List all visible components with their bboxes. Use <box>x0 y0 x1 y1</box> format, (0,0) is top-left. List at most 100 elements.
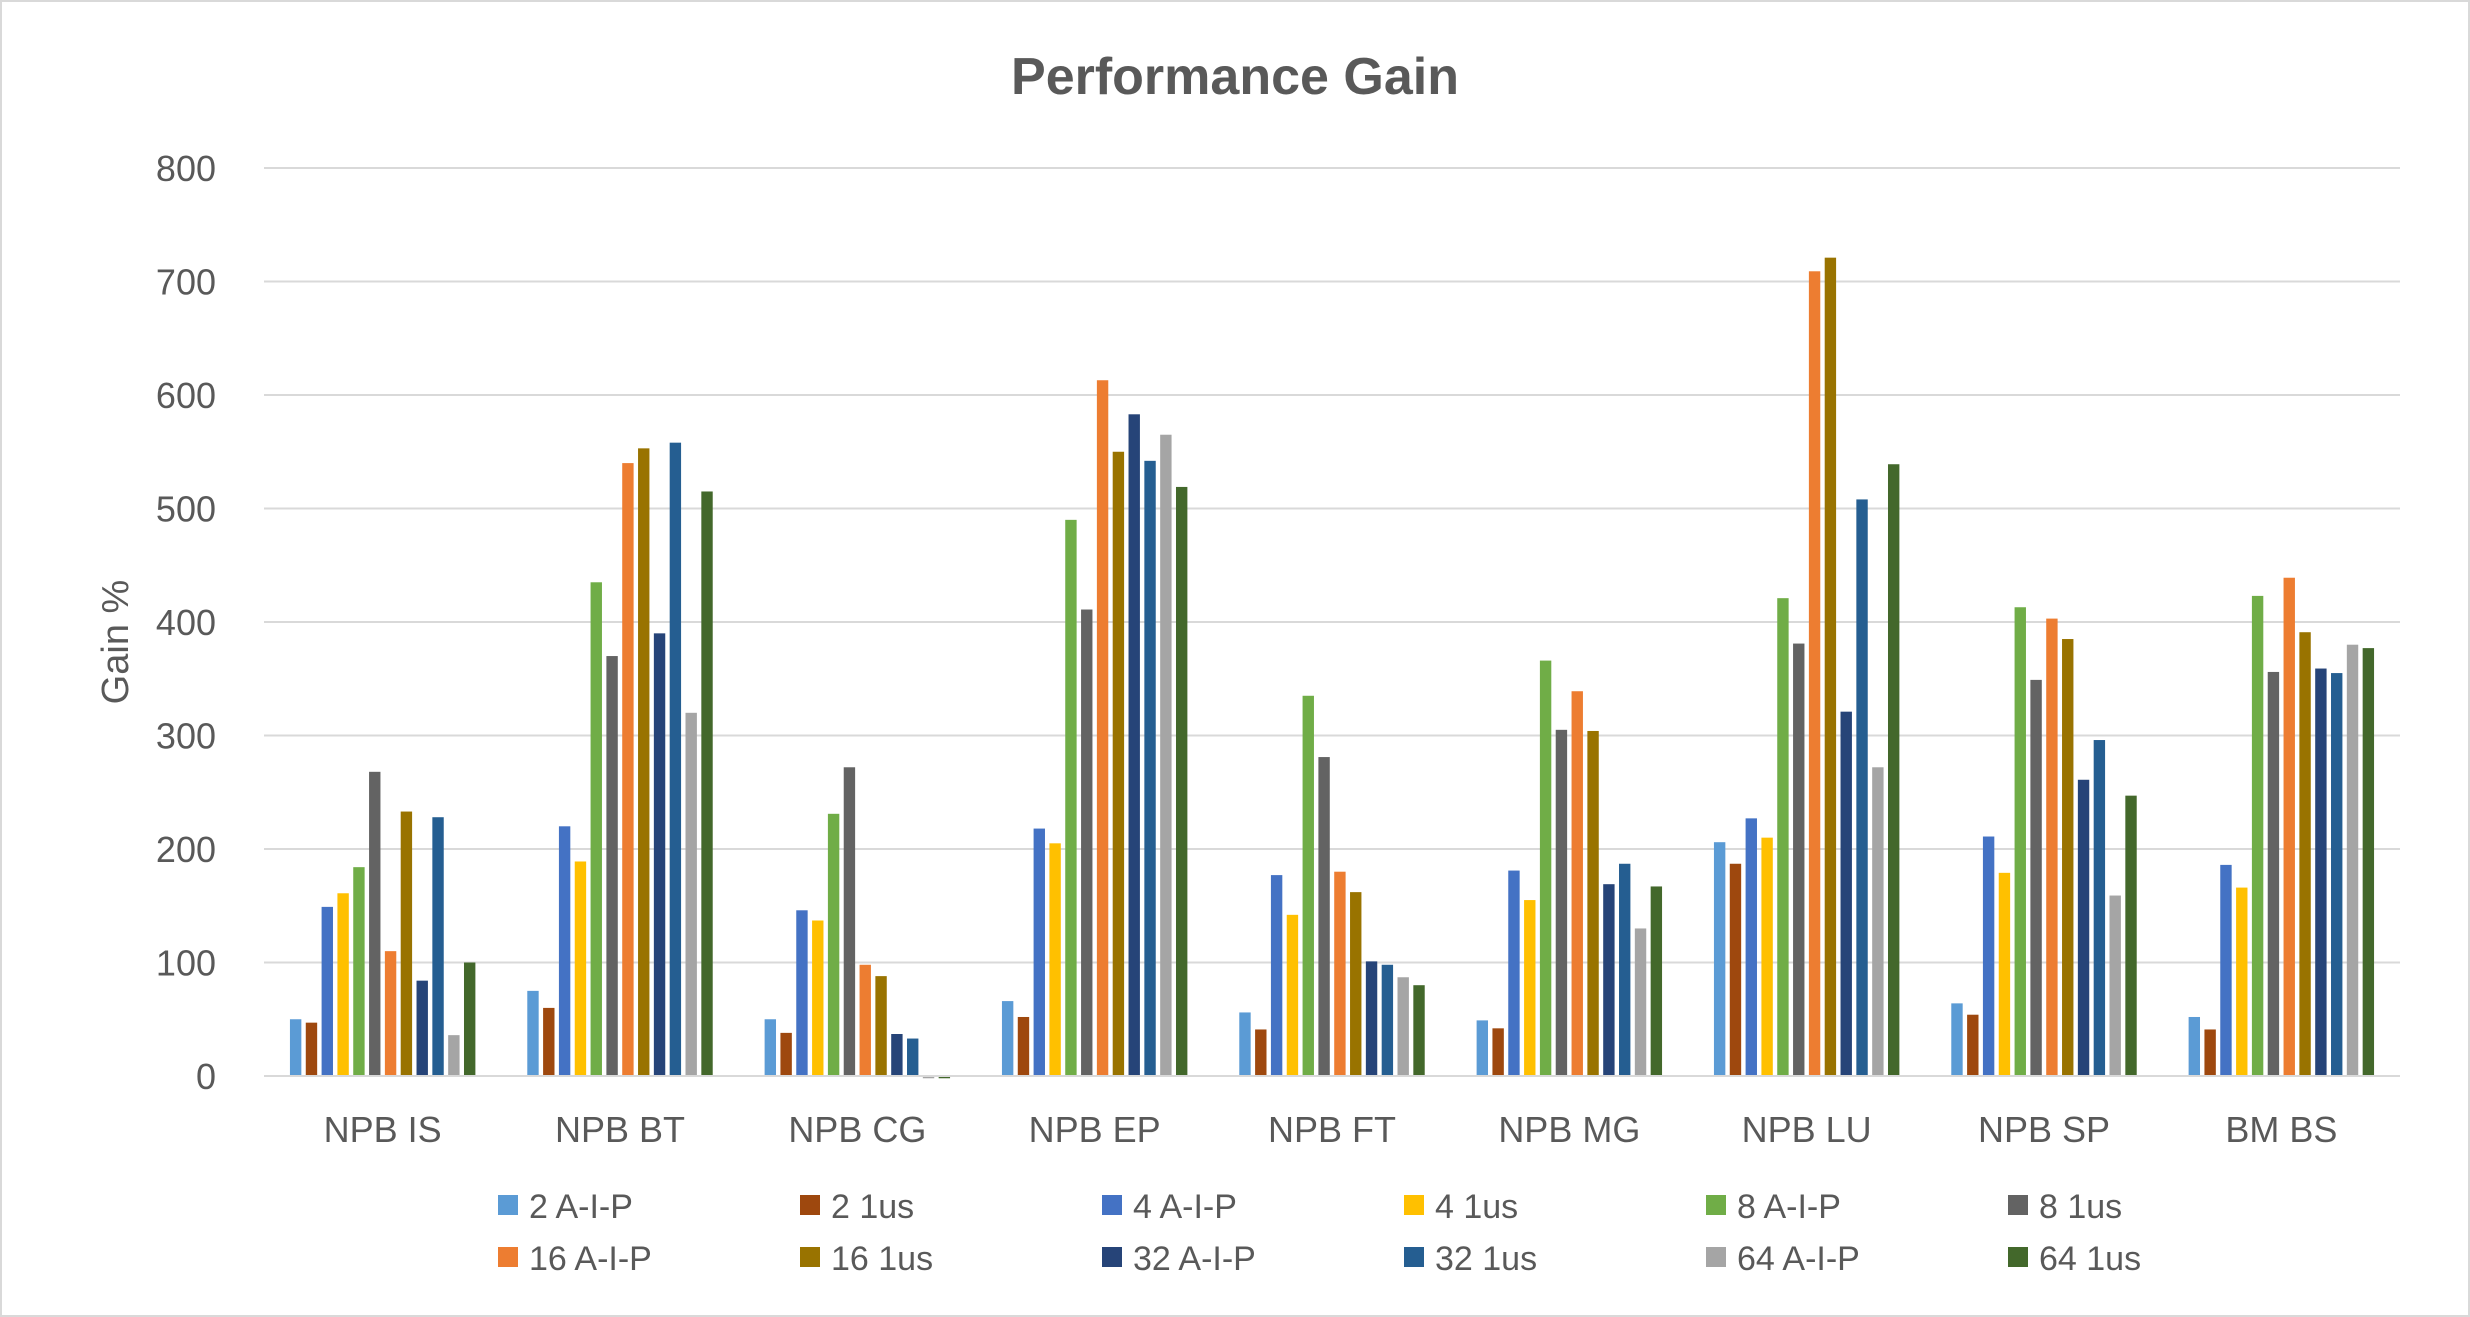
bar-bm-bs-2-1us <box>2204 1029 2215 1076</box>
bar-npb-cg-2-1us <box>780 1033 791 1076</box>
bar-npb-sp-64-a-i-p <box>2110 896 2121 1076</box>
y-tick-label: 700 <box>156 262 216 303</box>
y-axis-label: Gain % <box>95 580 137 705</box>
bar-npb-ft-16-1us <box>1350 892 1361 1076</box>
bar-npb-sp-32-1us <box>2094 740 2105 1076</box>
legend-label: 64 A-I-P <box>1737 1240 1860 1278</box>
legend-item-32-a-i-p: 32 A-I-P <box>1102 1240 1256 1278</box>
bar-npb-is-16-1us <box>401 812 412 1076</box>
bar-npb-ft-16-a-i-p <box>1334 872 1345 1076</box>
y-tick-label: 800 <box>156 148 216 189</box>
x-tick-label: NPB MG <box>1498 1109 1640 1150</box>
bar-bm-bs-8-a-i-p <box>2252 596 2263 1076</box>
bar-npb-ft-4-1us <box>1287 915 1298 1076</box>
bar-bm-bs-16-a-i-p <box>2284 578 2295 1076</box>
bar-npb-is-32-1us <box>432 817 443 1076</box>
bar-npb-ep-8-1us <box>1081 610 1092 1076</box>
bar-npb-mg-2-a-i-p <box>1477 1020 1488 1076</box>
legend-swatch <box>2008 1247 2028 1267</box>
bar-npb-mg-4-1us <box>1524 900 1535 1076</box>
bar-npb-mg-8-a-i-p <box>1540 661 1551 1076</box>
legend-item-64-a-i-p: 64 A-I-P <box>1706 1240 1860 1278</box>
bar-npb-sp-4-a-i-p <box>1983 837 1994 1076</box>
legend-item-8-a-i-p: 8 A-I-P <box>1706 1188 1841 1226</box>
legend-label: 32 A-I-P <box>1133 1240 1256 1278</box>
bar-npb-ft-32-1us <box>1382 965 1393 1076</box>
bar-npb-ep-4-1us <box>1049 843 1060 1076</box>
bar-npb-sp-8-a-i-p <box>2015 607 2026 1076</box>
legend-item-16-a-i-p: 16 A-I-P <box>498 1240 652 1278</box>
bar-npb-ft-8-a-i-p <box>1303 696 1314 1076</box>
bar-npb-bt-16-a-i-p <box>622 463 633 1076</box>
y-tick-label: 200 <box>156 829 216 870</box>
bar-npb-mg-64-a-i-p <box>1635 928 1646 1076</box>
bar-npb-bt-8-a-i-p <box>591 582 602 1076</box>
bar-npb-cg-2-a-i-p <box>765 1019 776 1076</box>
legend-label: 4 1us <box>1435 1188 1518 1226</box>
bar-npb-cg-4-1us <box>812 921 823 1076</box>
bar-npb-ft-4-a-i-p <box>1271 875 1282 1076</box>
x-tick-label: NPB EP <box>1029 1109 1161 1150</box>
bar-npb-sp-64-1us <box>2125 796 2136 1076</box>
bar-npb-ep-4-a-i-p <box>1034 829 1045 1076</box>
legend-swatch <box>2008 1195 2028 1215</box>
bar-npb-lu-4-1us <box>1761 838 1772 1076</box>
x-tick-label: NPB SP <box>1978 1109 2110 1150</box>
bar-npb-ft-2-1us <box>1255 1029 1266 1076</box>
bar-bm-bs-32-a-i-p <box>2315 669 2326 1076</box>
legend-label: 8 A-I-P <box>1737 1188 1841 1226</box>
x-tick-labels: NPB IS NPB BT NPB CG NPB EP NPB FT NPB MG NPB … <box>324 1109 2338 1150</box>
bar-npb-ep-16-a-i-p <box>1097 380 1108 1076</box>
legend-item-32-1us: 32 1us <box>1404 1240 1537 1278</box>
bar-npb-sp-8-1us <box>2030 680 2041 1076</box>
y-tick-label: 400 <box>156 602 216 643</box>
x-tick-label: NPB BT <box>555 1109 685 1150</box>
bar-npb-mg-8-1us <box>1556 730 1567 1076</box>
legend-label: 2 1us <box>831 1188 914 1226</box>
bar-npb-cg-16-a-i-p <box>860 965 871 1076</box>
x-tick-label: NPB CG <box>788 1109 926 1150</box>
bar-npb-ft-8-1us <box>1318 757 1329 1076</box>
legend-item-4-1us: 4 1us <box>1404 1188 1518 1226</box>
legend-label: 16 1us <box>831 1240 933 1278</box>
bar-npb-bt-4-a-i-p <box>559 826 570 1076</box>
bar-npb-cg-32-1us <box>907 1039 918 1076</box>
legend-swatch <box>800 1247 820 1267</box>
legend-label: 32 1us <box>1435 1240 1537 1278</box>
bar-npb-bt-64-a-i-p <box>686 713 697 1076</box>
bar-npb-is-2-a-i-p <box>290 1019 301 1076</box>
bar-npb-lu-64-a-i-p <box>1872 767 1883 1076</box>
bar-npb-is-16-a-i-p <box>385 951 396 1076</box>
legend-item-2-1us: 2 1us <box>800 1188 914 1226</box>
legend-item-16-1us: 16 1us <box>800 1240 933 1278</box>
bar-npb-is-64-a-i-p <box>448 1035 459 1076</box>
legend-swatch <box>800 1195 820 1215</box>
bar-npb-mg-2-1us <box>1492 1028 1503 1076</box>
bar-bm-bs-64-1us <box>2363 648 2374 1076</box>
y-tick-labels: 0 100 200 300 400 500 600 700 800 <box>156 148 216 1097</box>
bar-bm-bs-4-1us <box>2236 888 2247 1076</box>
bar-npb-ep-2-1us <box>1018 1017 1029 1076</box>
bar-npb-cg-4-a-i-p <box>796 910 807 1076</box>
bar-npb-sp-2-a-i-p <box>1951 1003 1962 1076</box>
bar-npb-is-2-1us <box>306 1023 317 1076</box>
bar-npb-ep-64-1us <box>1176 487 1187 1076</box>
x-tick-label: NPB FT <box>1268 1109 1396 1150</box>
bar-npb-lu-8-a-i-p <box>1777 598 1788 1076</box>
bar-npb-ep-16-1us <box>1113 452 1124 1076</box>
legend-label: 64 1us <box>2039 1240 2141 1278</box>
bar-npb-ep-32-1us <box>1144 461 1155 1076</box>
bar-npb-bt-16-1us <box>638 448 649 1076</box>
bar-npb-cg-32-a-i-p <box>891 1034 902 1076</box>
bar-npb-sp-32-a-i-p <box>2078 780 2089 1076</box>
bar-npb-cg-16-1us <box>875 976 886 1076</box>
y-tick-label: 100 <box>156 943 216 984</box>
bar-npb-bt-2-a-i-p <box>527 991 538 1076</box>
bar-npb-bt-32-a-i-p <box>654 633 665 1076</box>
bar-npb-bt-64-1us <box>701 491 712 1076</box>
bar-npb-bt-4-1us <box>575 861 586 1076</box>
legend-swatch <box>1404 1195 1424 1215</box>
y-tick-label: 0 <box>196 1056 216 1097</box>
